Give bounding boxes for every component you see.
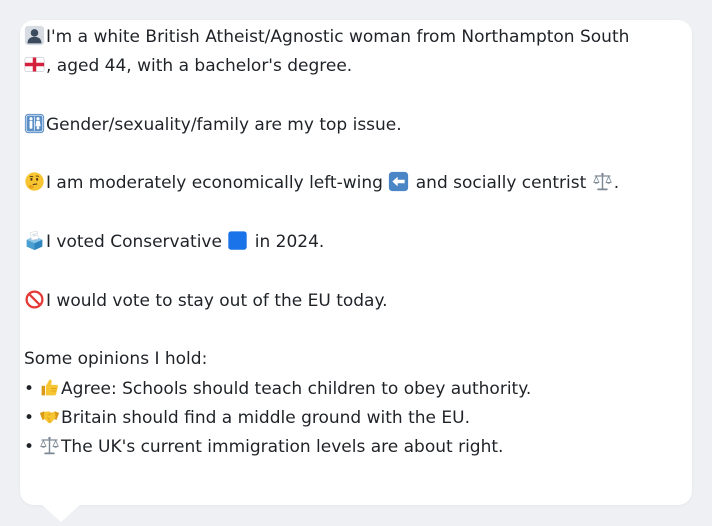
issue-paragraph: Gender/sexuality/family are my top issue… — [24, 111, 654, 140]
opinions-heading: Some opinions I hold: — [24, 349, 208, 370]
intro-text-2: , aged 44, with a bachelor's degree. — [46, 56, 353, 77]
issue-text: Gender/sexuality/family are my top issue… — [46, 114, 402, 135]
stance-text-2: and socially centrist — [415, 173, 587, 194]
intro-text-1: I'm a white British Atheist/Agnostic wom… — [46, 27, 630, 47]
blue-square-icon — [227, 230, 248, 251]
bullet: • — [24, 407, 35, 428]
vote-text-2: in 2024. — [254, 232, 325, 253]
stance-text-3: . — [613, 173, 620, 194]
left-arrow-icon — [388, 171, 409, 192]
bullet: • — [24, 437, 35, 458]
balance-scale-icon — [39, 435, 60, 456]
opinion-text: The UK's current immigration levels are … — [61, 437, 504, 458]
handshake-icon — [39, 406, 60, 427]
bullet: • — [24, 378, 35, 399]
england-flag-icon — [24, 54, 45, 75]
eu-paragraph: I would vote to stay out of the EU today… — [24, 287, 654, 316]
ballot-box-icon — [24, 230, 45, 251]
prohibited-icon — [24, 289, 45, 310]
intro-paragraph: I'm a white British Atheist/Agnostic wom… — [24, 23, 654, 82]
thinking-face-icon — [24, 171, 45, 192]
list-item: • Agree: Schools should teach children t… — [24, 375, 654, 404]
message-bubble — [20, 20, 692, 505]
stance-text-1: I am moderately economically left-wing — [46, 173, 383, 194]
balance-scale-icon — [592, 171, 613, 192]
opinion-text: Agree: Schools should teach children to … — [61, 378, 532, 399]
list-item: • The UK's current immigration levels ar… — [24, 433, 654, 462]
eu-text: I would vote to stay out of the EU today… — [46, 290, 388, 311]
opinion-text: Britain should find a middle ground with… — [61, 407, 470, 428]
thumbs-up-icon — [39, 377, 60, 398]
person-silhouette-icon — [24, 25, 45, 46]
vote-text-1: I voted Conservative — [46, 232, 222, 253]
profile-content: I'm a white British Atheist/Agnostic wom… — [24, 23, 654, 462]
vote-paragraph: I voted Conservative in 2024. — [24, 228, 654, 257]
stance-paragraph: I am moderately economically left-wing a… — [24, 169, 654, 198]
list-item: • Britain should find a middle ground wi… — [24, 404, 654, 433]
bubble-tail — [41, 504, 81, 522]
restroom-gender-icon — [24, 113, 45, 134]
